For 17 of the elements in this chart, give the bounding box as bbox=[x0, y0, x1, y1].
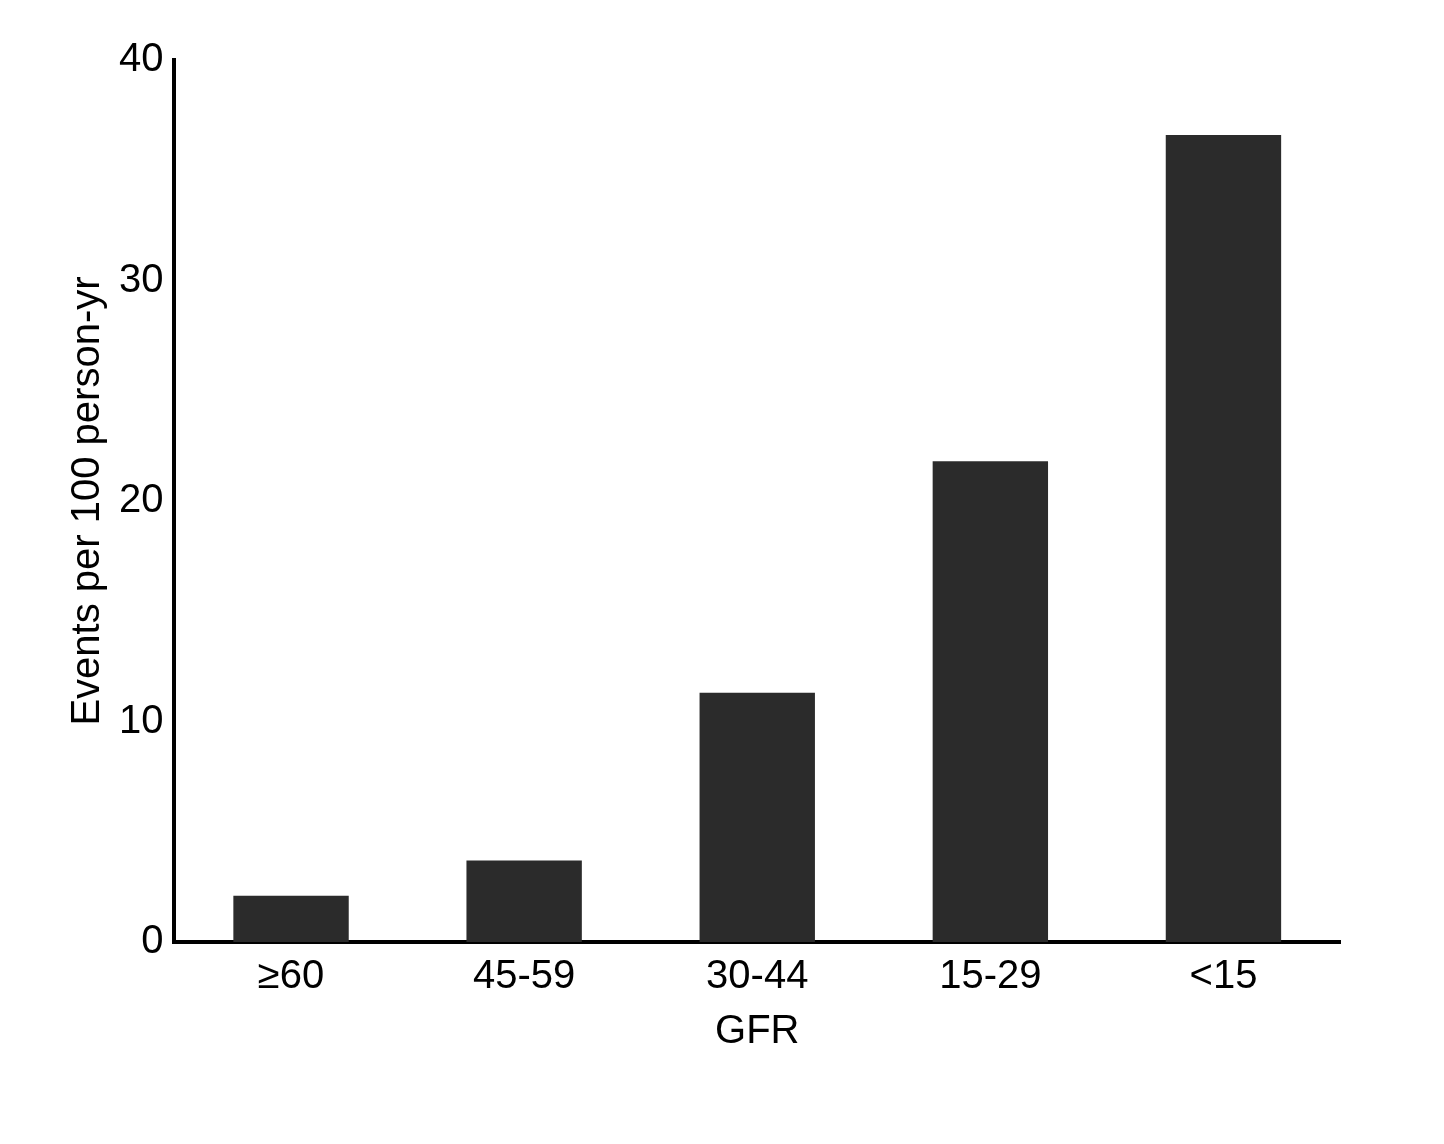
x-tick-label: ≥60 bbox=[257, 952, 325, 997]
y-tick-label: 0 bbox=[141, 917, 164, 962]
bar bbox=[932, 461, 1049, 942]
x-tick-label: 45-59 bbox=[472, 952, 576, 997]
x-tick-label: <15 bbox=[1189, 952, 1258, 997]
x-tick-label: 15-29 bbox=[939, 952, 1042, 997]
bar bbox=[233, 895, 349, 942]
y-tick-label: 20 bbox=[118, 476, 164, 521]
x-axis-title: GFR bbox=[715, 1007, 800, 1052]
x-tick-label: 30-44 bbox=[706, 952, 809, 997]
y-tick-label: 40 bbox=[118, 35, 164, 80]
y-tick-label: 10 bbox=[118, 696, 164, 741]
y-axis-title: Events per 100 person-yr bbox=[63, 276, 108, 726]
bar bbox=[699, 692, 815, 942]
bar bbox=[1165, 134, 1282, 942]
y-tick-label: 30 bbox=[118, 255, 164, 300]
bar bbox=[466, 860, 582, 942]
